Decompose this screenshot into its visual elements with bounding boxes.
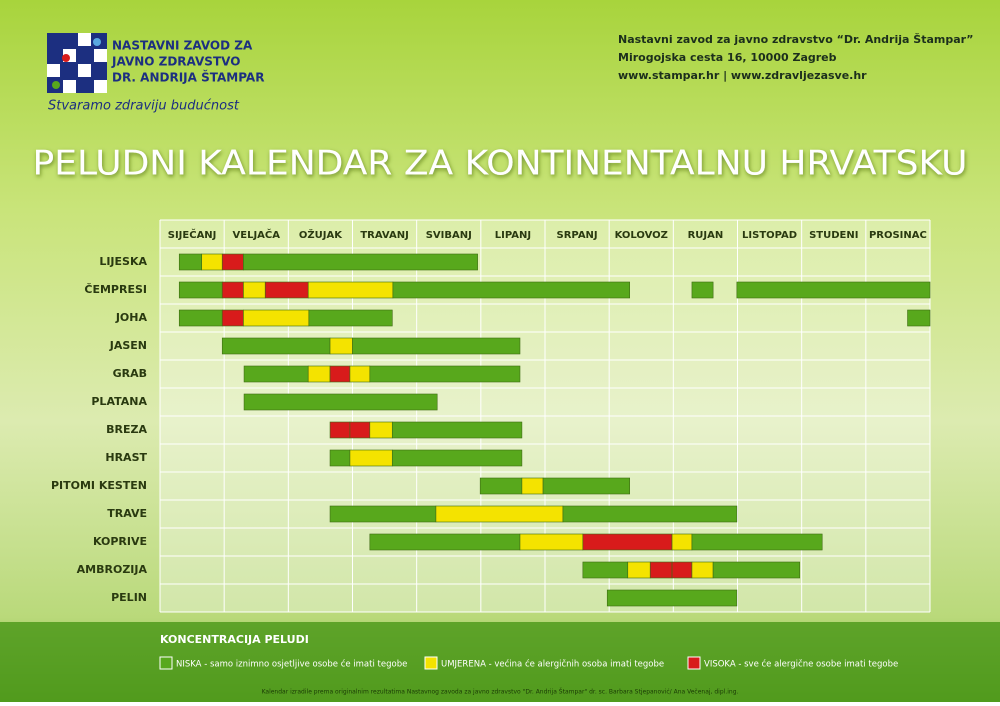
- pollen-segment: [582, 561, 629, 579]
- pollen-segment: [352, 337, 521, 355]
- row-label: JASEN: [109, 339, 147, 352]
- pollen-segment: [329, 449, 351, 467]
- pollen-segment: [392, 281, 630, 299]
- pollen-segment: [369, 421, 393, 439]
- pollen-segment: [221, 281, 244, 299]
- row-label: PITOMI KESTEN: [51, 479, 147, 492]
- pollen-segment: [178, 281, 223, 299]
- pollen-segment: [519, 533, 584, 551]
- pollen-segment: [907, 309, 931, 327]
- pollen-segment: [308, 309, 393, 327]
- pollen-segment: [479, 477, 523, 495]
- logo: [47, 33, 107, 93]
- pollen-segment: [201, 253, 223, 271]
- pollen-segment: [582, 533, 673, 551]
- pollen-segment: [627, 561, 651, 579]
- pollen-segment: [562, 505, 738, 523]
- legend-title: KONCENTRACIJA PELUDI: [160, 633, 309, 646]
- pollen-segment: [329, 505, 437, 523]
- row-label: LIJESKA: [99, 255, 147, 268]
- row-label: ČEMPRESI: [84, 283, 147, 296]
- pollen-segment: [649, 561, 673, 579]
- pollen-segment: [712, 561, 801, 579]
- pollen-segment: [391, 449, 523, 467]
- row-label: JOHA: [115, 311, 148, 324]
- pollen-segment: [435, 505, 564, 523]
- logo-text: NASTAVNI ZAVOD ZA: [112, 39, 253, 53]
- pollen-segment: [221, 309, 244, 327]
- pollen-segment: [178, 253, 203, 271]
- row-label: AMBROZIJA: [77, 563, 148, 576]
- pollen-segment: [671, 533, 693, 551]
- pollen-segment: [691, 561, 714, 579]
- pollen-segment: [329, 421, 351, 439]
- row-label: PLATANA: [91, 395, 147, 408]
- month-label: PROSINAC: [869, 230, 927, 241]
- pollen-segment: [329, 337, 353, 355]
- row-label: TRAVE: [107, 507, 147, 520]
- legend-label: NISKA - samo iznimno osjetljive osobe će…: [176, 659, 407, 670]
- month-label: VELJAČA: [233, 228, 281, 241]
- row-label: BREZA: [106, 423, 147, 436]
- chart-title: PELUDNI KALENDAR ZA KONTINENTALNU HRVATS…: [33, 144, 968, 184]
- pollen-segment: [221, 253, 244, 271]
- month-label: OŽUJAK: [299, 228, 343, 241]
- pollen-segment: [691, 281, 714, 299]
- chart: SIJEČANJ VELJAČA OŽUJAK TRAVANJ SVIBANJ LIPAN…: [51, 219, 931, 670]
- legend-swatch: [687, 656, 701, 670]
- month-label: LIPANJ: [495, 230, 531, 241]
- address: www.stampar.hr | www.zdravljezasve.hr: [618, 69, 867, 82]
- pollen-segment: [671, 561, 693, 579]
- footnote: Kalendar izradile prema originalnim rezu…: [262, 689, 739, 696]
- row-label: KOPRIVE: [93, 535, 147, 548]
- month-label: LISTOPAD: [742, 230, 797, 241]
- pollen-segment: [178, 309, 223, 327]
- row-label: PELIN: [111, 591, 147, 604]
- pollen-segment: [349, 365, 371, 383]
- pollen-segment: [307, 365, 331, 383]
- pollen-segment: [329, 365, 351, 383]
- pollen-segment: [521, 477, 544, 495]
- month-label: SVIBANJ: [426, 230, 472, 241]
- legend-swatch: [424, 656, 438, 670]
- row-label: HRAST: [105, 451, 147, 464]
- pollen-segment: [369, 533, 521, 551]
- row-label: GRAB: [113, 367, 147, 380]
- month-label: TRAVANJ: [360, 230, 408, 241]
- pollen-segment: [243, 393, 438, 411]
- pollen-segment: [606, 589, 738, 607]
- pollen-segment: [307, 281, 394, 299]
- legend-label: UMJERENA - većina će alergičnih osoba im…: [441, 659, 664, 670]
- pollen-segment: [369, 365, 521, 383]
- pollen-segment: [243, 253, 478, 271]
- pollen-segment: [243, 309, 310, 327]
- legend-label: VISOKA - sve će alergične osobe imati te…: [704, 659, 898, 670]
- pollen-segment: [736, 281, 931, 299]
- pollen-segment: [391, 421, 523, 439]
- pollen-segment: [221, 337, 331, 355]
- address: Nastavni zavod za javno zdravstvo “Dr. A…: [618, 33, 974, 46]
- month-label: RUJAN: [688, 230, 724, 241]
- legend-swatch: [159, 656, 173, 670]
- pollen-segment: [691, 533, 823, 551]
- pollen-segment: [243, 365, 309, 383]
- address: Mirogojska cesta 16, 10000 Zagreb: [618, 51, 837, 64]
- tagline: Stvaramo zdraviju budućnost: [48, 99, 240, 114]
- pollen-segment: [349, 449, 393, 467]
- logo-text: DR. ANDRIJA ŠTAMPAR: [112, 70, 264, 85]
- pollen-segment: [243, 281, 266, 299]
- logo-text: JAVNO ZDRAVSTVO: [111, 55, 240, 69]
- pollen-segment: [349, 421, 371, 439]
- month-label: STUDENI: [809, 230, 858, 241]
- pollen-segment: [542, 477, 631, 495]
- pollen-segment: [264, 281, 309, 299]
- month-label: SRPANJ: [557, 230, 598, 241]
- month-label: KOLOVOZ: [615, 230, 668, 241]
- month-label: SIJEČANJ: [168, 228, 217, 241]
